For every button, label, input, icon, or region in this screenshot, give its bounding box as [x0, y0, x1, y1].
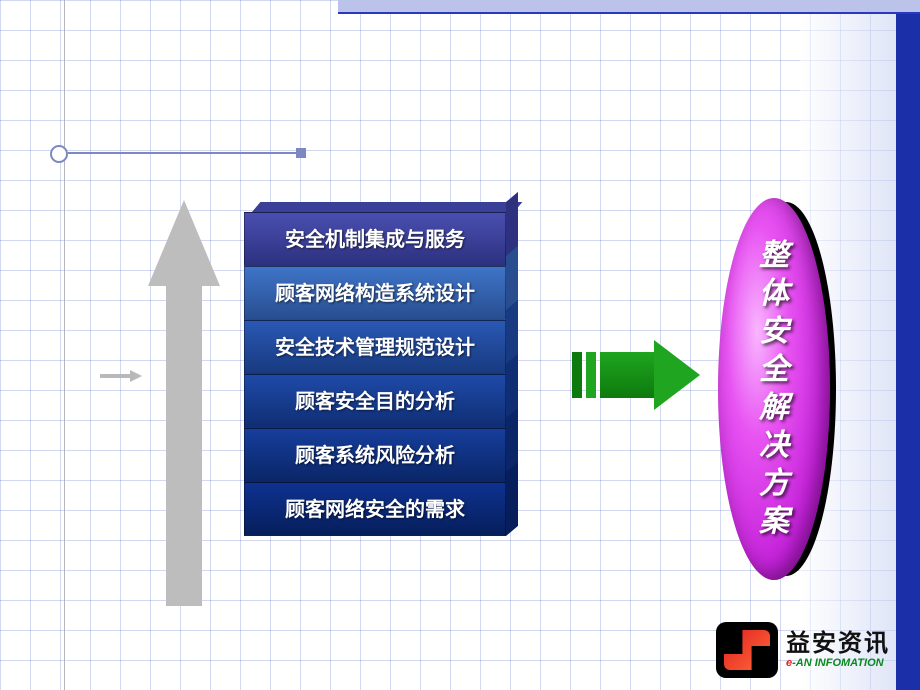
small-right-arrow: [100, 370, 144, 382]
stack-box-label: 安全机制集成与服务: [244, 212, 506, 266]
big-up-arrow: [148, 200, 220, 606]
stack-box-label: 顾客网络构造系统设计: [244, 266, 506, 320]
arrow-bar-2: [586, 352, 596, 398]
deco-circle: [50, 145, 68, 163]
deco-horizontal-line: [68, 152, 296, 154]
right-strip: [896, 0, 920, 690]
stack-box: 顾客系统风险分析: [244, 428, 506, 482]
logo-text-en: e-AN INFOMATION: [786, 657, 890, 669]
stack-box: 顾客网络构造系统设计: [244, 266, 506, 320]
stack-box-label: 顾客网络安全的需求: [244, 482, 506, 536]
stack-box: 顾客网络安全的需求: [244, 482, 506, 536]
top-strip: [338, 0, 920, 14]
logo: 益安资讯 e-AN INFOMATION: [716, 622, 890, 678]
stack-box: 顾客安全目的分析: [244, 374, 506, 428]
logo-mark-icon: [716, 622, 778, 678]
stack-box: 安全技术管理规范设计: [244, 320, 506, 374]
solution-ellipse-text: 整体安全解决方案: [718, 216, 830, 562]
left-vertical-line: [64, 0, 66, 690]
stack-box-label: 顾客系统风险分析: [244, 428, 506, 482]
stack-box-label: 安全技术管理规范设计: [244, 320, 506, 374]
deco-line-end: [296, 148, 306, 158]
arrow-bar-1: [572, 352, 582, 398]
process-stack: 安全机制集成与服务顾客网络构造系统设计安全技术管理规范设计顾客安全目的分析顾客系…: [244, 202, 506, 536]
arrow-shaft: [600, 352, 654, 398]
stack-box-label: 顾客安全目的分析: [244, 374, 506, 428]
arrow-head: [654, 340, 700, 410]
solution-ellipse: 整体安全解决方案: [718, 198, 838, 580]
logo-text-cn: 益安资讯: [786, 631, 890, 657]
stack-box: 安全机制集成与服务: [244, 212, 506, 266]
green-right-arrow: [572, 340, 700, 410]
